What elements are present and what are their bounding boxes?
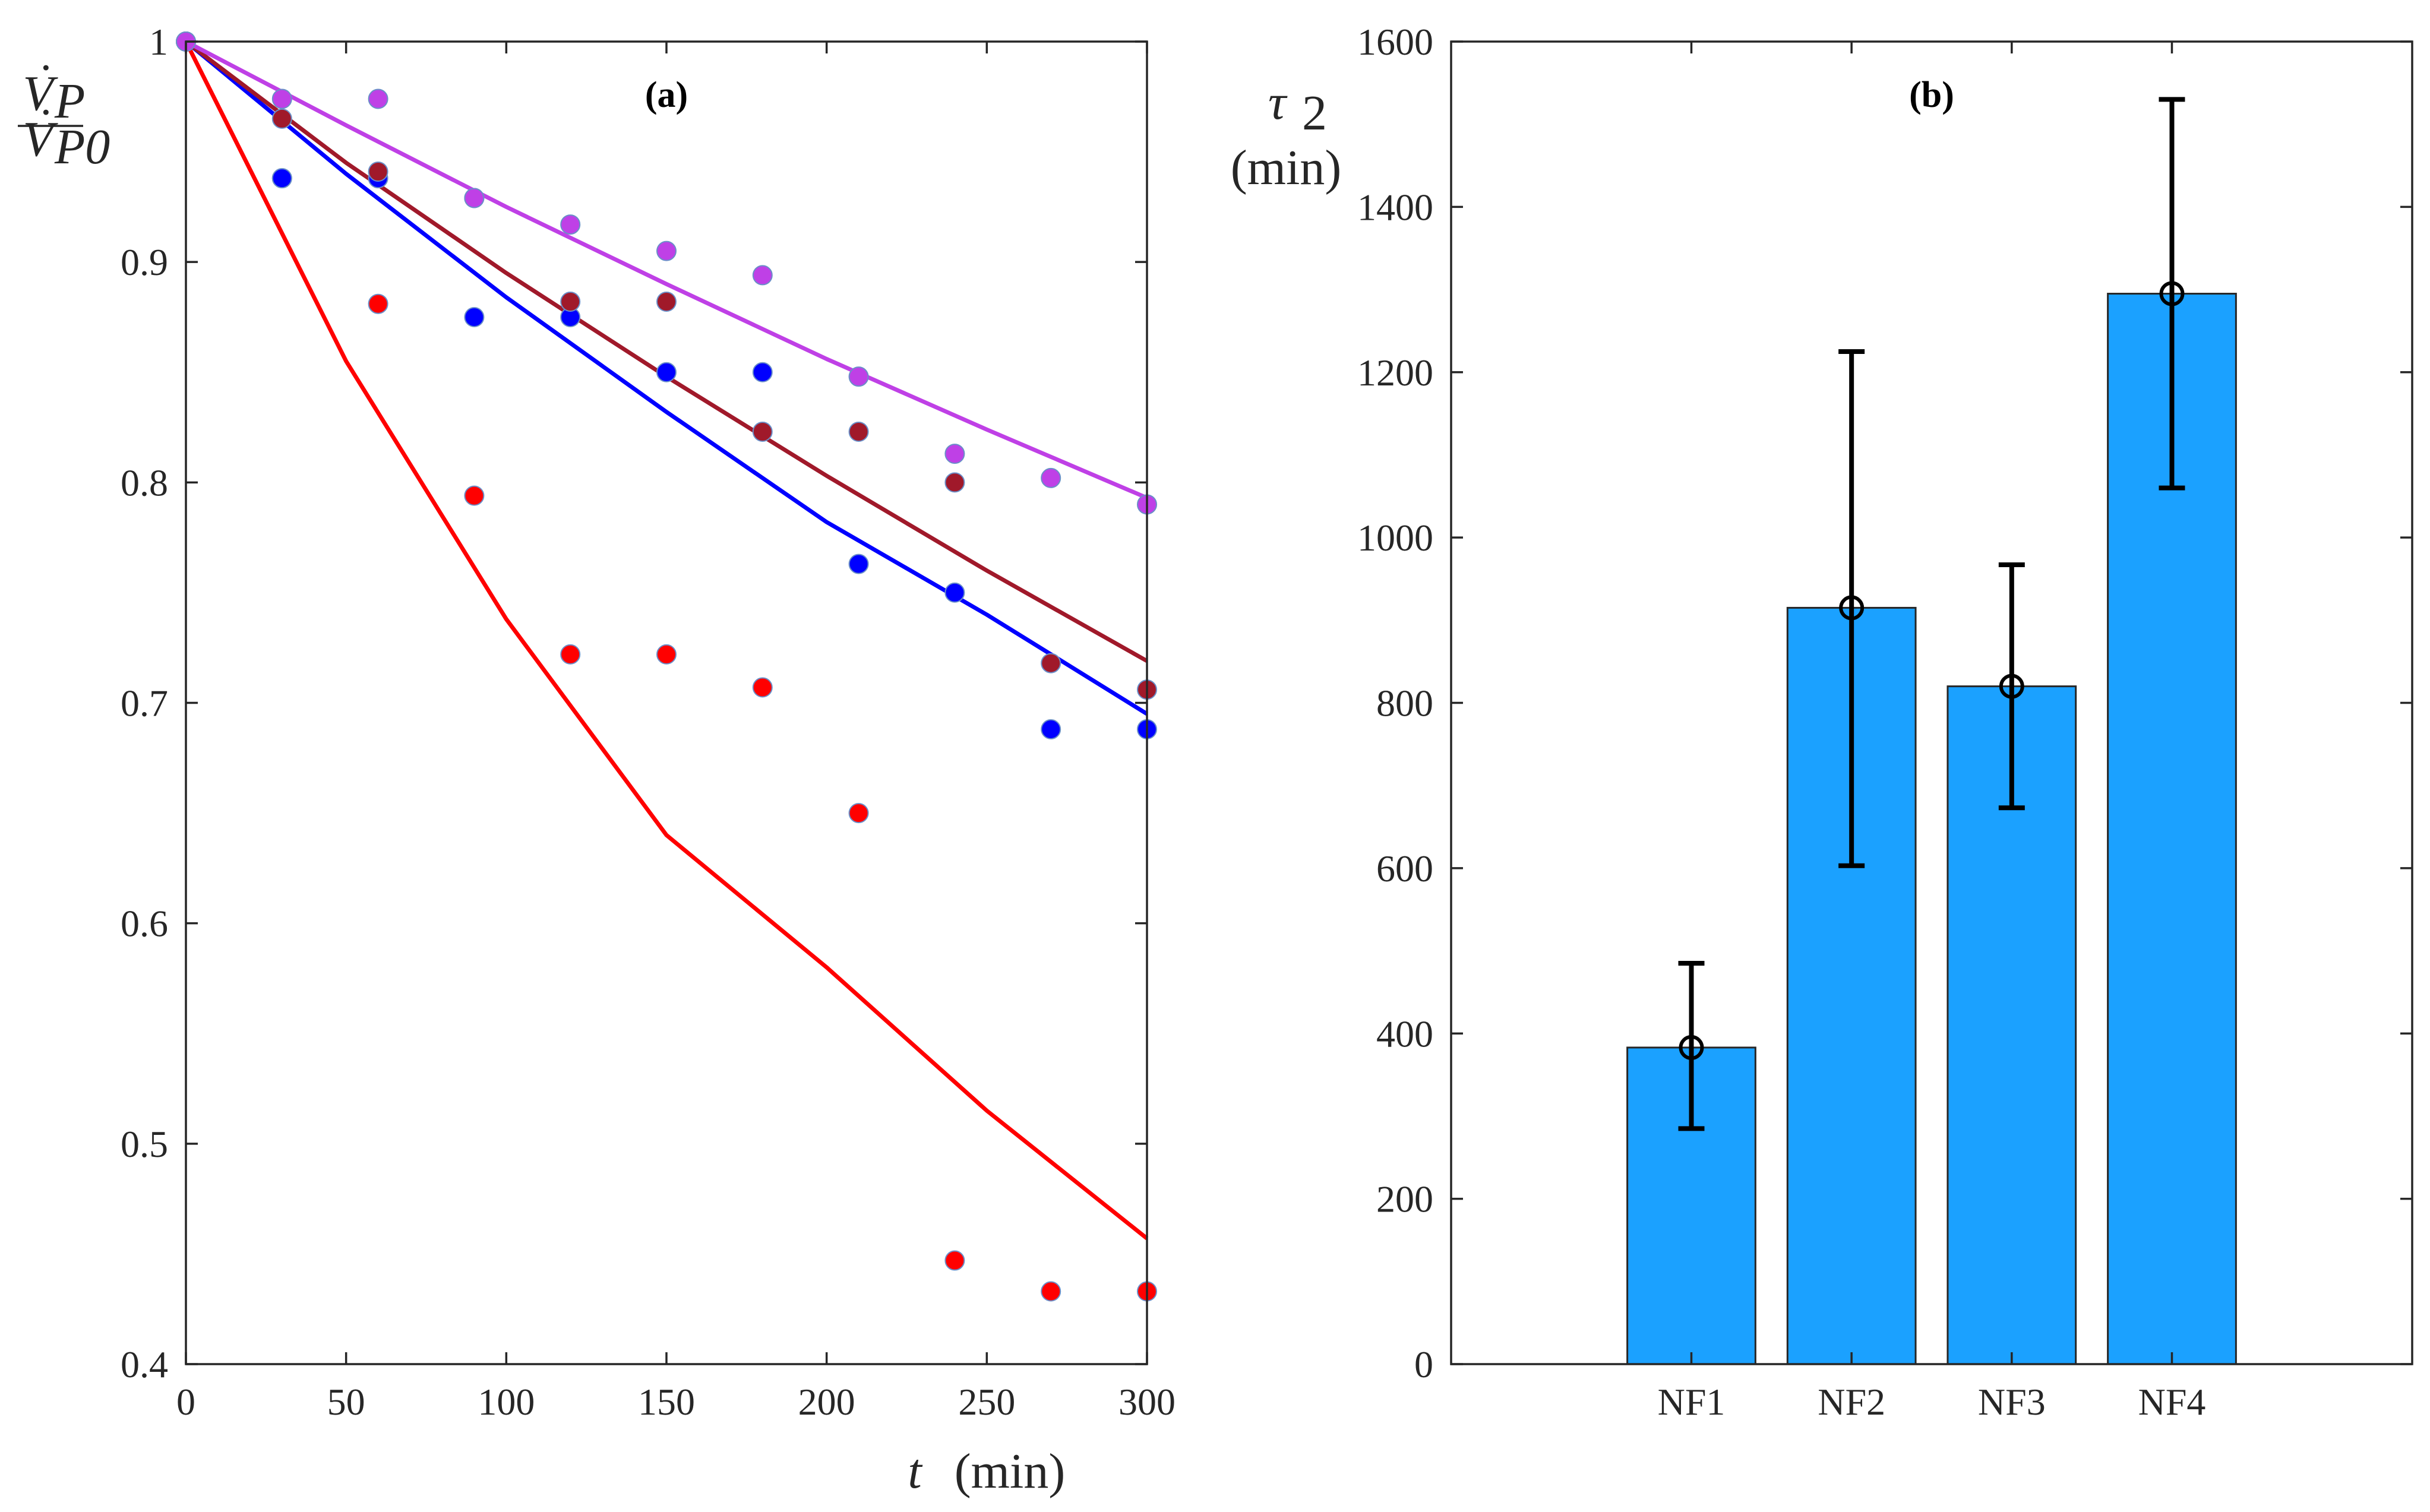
panel-a-x-axis-title: t (min) [908, 1444, 1065, 1499]
data-point [1041, 719, 1061, 740]
y-tick-label: 1400 [1357, 186, 1433, 228]
data-point [560, 291, 581, 312]
y-tick-label: 1600 [1357, 21, 1433, 63]
panel-b-ticks: 0 200 400 600 800 1000 1200 1400 1600 NF1 NF2 NF3 NF… [1357, 21, 2412, 1423]
mean-marker [1679, 1035, 1704, 1060]
data-point [368, 161, 388, 182]
y-tick-label: 1000 [1357, 517, 1433, 559]
x-tick-label: NF1 [1658, 1381, 1726, 1423]
panel-b-error-bars [1678, 97, 2185, 1131]
x-axis-symbol: t [908, 1444, 923, 1499]
y-tick-label: 0.4 [121, 1343, 168, 1386]
y-tick-label: 0 [1414, 1343, 1433, 1386]
data-point [656, 241, 677, 261]
y-axis-tau-symbol: τ [1268, 75, 1288, 130]
mean-marker [2159, 281, 2185, 306]
data-point [271, 168, 292, 189]
data-point [464, 306, 485, 327]
y-tick-label: 800 [1376, 682, 1433, 725]
x-axis-unit: (min) [955, 1444, 1066, 1499]
mean-marker [1999, 673, 2024, 699]
data-point [752, 265, 773, 286]
y-tick-label: 0.9 [121, 241, 168, 283]
fit-line [185, 39, 1148, 500]
y-tick-label: 600 [1376, 847, 1433, 890]
data-point [944, 1250, 965, 1271]
fit-line [184, 40, 1149, 1241]
data-point [752, 421, 773, 442]
data-point [464, 485, 485, 506]
x-tick-label: 250 [958, 1381, 1015, 1423]
x-tick-label: 200 [798, 1381, 855, 1423]
y-axis-denominator-sub: P0 [54, 119, 110, 175]
y-axis-denominator: V [23, 112, 58, 167]
data-point [848, 421, 869, 442]
data-point [656, 644, 677, 665]
data-point [848, 803, 869, 824]
data-point [752, 677, 773, 698]
panel-b-label: (b) [1909, 75, 1954, 115]
data-point [560, 214, 581, 235]
data-point [752, 362, 773, 382]
y-axis-numerator-dot: ˙ [34, 54, 51, 109]
y-axis-numerator-sub: P [54, 74, 85, 129]
data-point [271, 108, 292, 129]
panel-a-ticks: 0 50 100 150 200 250 300 0.4 0.5 0.6 0.7 0.8 0.9 1 [121, 21, 1175, 1423]
data-point [271, 88, 292, 109]
panel-a-chart: 0 50 100 150 200 250 300 0.4 0.5 0.6 0.7 0.8 0.9 1 (a… [18, 21, 1175, 1499]
y-tick-label: 0.8 [121, 461, 168, 504]
y-tick-label: 1200 [1357, 352, 1433, 394]
y-tick-label: 0.6 [121, 903, 168, 945]
panel-b-bars [1626, 293, 2237, 1365]
data-point [560, 644, 581, 665]
data-point [944, 444, 965, 464]
y-tick-label: 0.7 [121, 682, 168, 725]
x-tick-label: 0 [176, 1381, 195, 1423]
y-axis-tau-subscript: 2 [1302, 86, 1327, 141]
data-point [1041, 467, 1061, 488]
data-point [1041, 1281, 1061, 1302]
x-tick-label: NF4 [2138, 1381, 2206, 1423]
x-tick-label: 50 [327, 1381, 365, 1423]
panel-b-y-axis-title: τ 2 (min) [1231, 75, 1342, 195]
data-point [848, 553, 869, 574]
x-tick-label: NF3 [1978, 1381, 2046, 1423]
panel-a-y-axis-title: ˙ V P ˙ V P0 [18, 54, 110, 175]
y-tick-label: 400 [1376, 1013, 1433, 1055]
panel-a-label: (a) [645, 75, 688, 115]
y-axis-denominator-dot: ˙ [34, 99, 51, 154]
data-point [656, 362, 677, 382]
y-axis-unit: (min) [1231, 140, 1342, 195]
y-tick-label: 200 [1376, 1178, 1433, 1220]
x-tick-label: 150 [638, 1381, 695, 1423]
x-tick-label: 100 [478, 1381, 535, 1423]
fit-line [184, 40, 1148, 716]
mean-marker [1839, 595, 1865, 621]
data-point [944, 582, 965, 603]
data-point [1041, 653, 1061, 673]
x-tick-label: 300 [1118, 1381, 1175, 1423]
data-point [464, 188, 485, 208]
data-point [368, 293, 388, 314]
data-point [848, 366, 869, 387]
y-tick-label: 0.5 [121, 1123, 168, 1165]
data-point [368, 88, 388, 109]
data-point [656, 291, 677, 312]
data-point [944, 472, 965, 493]
panel-b-chart: 0 200 400 600 800 1000 1200 1400 1600 NF1 NF2 NF3 NF… [1231, 21, 2413, 1423]
x-tick-label: NF2 [1818, 1381, 1885, 1423]
y-tick-label: 1 [149, 21, 168, 63]
y-axis-numerator: V [23, 66, 58, 121]
